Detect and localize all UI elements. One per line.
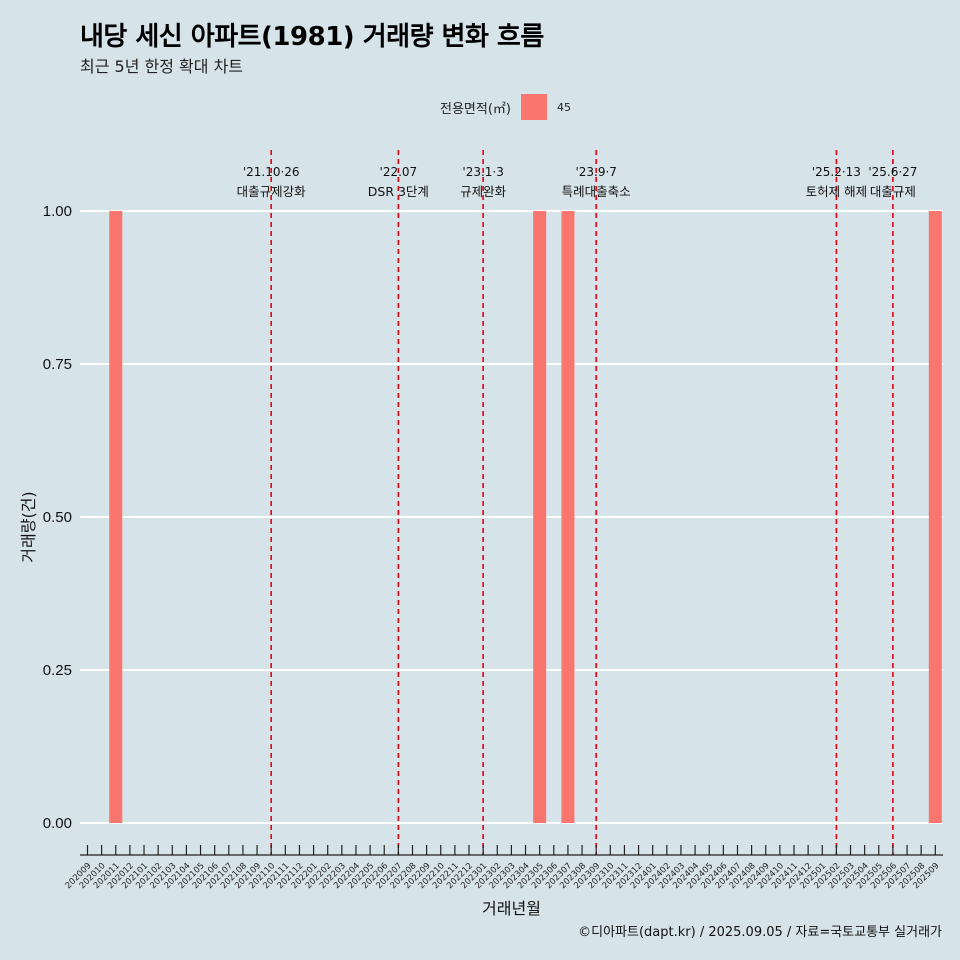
chart-subtitle: 최근 5년 한정 확대 차트 <box>80 57 244 76</box>
annotation-date: '23.9·7 <box>575 165 616 179</box>
legend-swatch <box>520 94 547 120</box>
annotation-date: '22.07 <box>380 165 418 179</box>
bar <box>928 211 942 823</box>
y-tick-label: 0.50 <box>43 509 72 526</box>
annotation-label: 토허제 해제 <box>806 184 867 199</box>
legend-title: 전용면적(㎡) <box>440 101 511 117</box>
y-tick-label: 0.75 <box>43 356 72 373</box>
y-tick-label: 0.25 <box>43 662 72 679</box>
bar <box>533 211 547 823</box>
annotation-label: 대출규제 <box>870 184 916 199</box>
bar <box>109 211 123 823</box>
x-axis-title: 거래년월 <box>482 899 541 918</box>
annotation-label: DSR 3단계 <box>368 184 429 199</box>
annotation-label: 규제완화 <box>460 184 507 199</box>
bar <box>561 211 575 823</box>
legend: 전용면적(㎡) 45 <box>440 94 571 120</box>
y-axis-title: 거래량(건) <box>19 491 38 562</box>
annotation-date: '23.1·3 <box>462 165 503 179</box>
y-tick-label: 0.00 <box>43 815 72 832</box>
annotation-label: 대출규제강화 <box>237 184 307 199</box>
y-tick-label: 1.00 <box>43 203 72 220</box>
source-caption: ©디아파트(dapt.kr) / 2025.09.05 / 자료=국토교통부 실… <box>578 925 942 940</box>
annotation-date: '25.6·27 <box>868 165 917 179</box>
annotation-label: 특례대출축소 <box>562 184 631 199</box>
chart-title: 내당 세신 아파트(1981) 거래량 변화 흐름 <box>80 22 544 52</box>
annotation-date: '25.2·13 <box>812 165 861 179</box>
annotation-date: '21.10·26 <box>243 165 300 179</box>
legend-entry-label: 45 <box>556 100 571 114</box>
